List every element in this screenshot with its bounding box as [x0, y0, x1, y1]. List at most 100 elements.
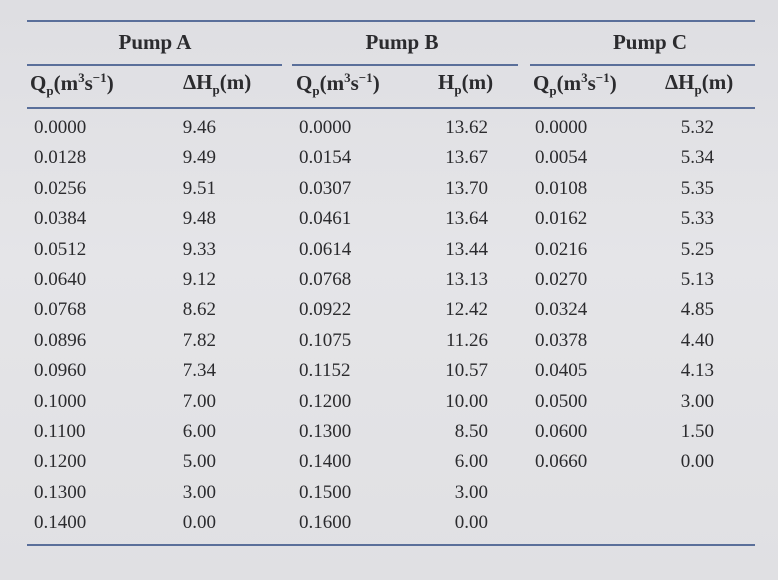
table-cell-c-flow	[535, 508, 625, 538]
group-rule-pump-c	[530, 64, 755, 66]
table-cell-c-head: 4.85	[680, 299, 714, 321]
col-header-c-flow: Qp(m3s−1)	[533, 70, 617, 99]
table-cell-b-head: 10.00	[445, 390, 488, 412]
table-cell-b-head: 3.00	[454, 481, 488, 503]
table-cell-b-head: 0.00	[454, 512, 488, 534]
table-cell-c-head	[640, 478, 714, 508]
table-cell-c-head	[640, 508, 714, 538]
table-cell-b-flow: 0.1500	[299, 481, 352, 503]
table-cell-b-flow: 0.0000	[299, 117, 352, 138]
group-title-pump-a: Pump A	[118, 30, 192, 54]
table-cell-b-head: 10.57	[445, 360, 488, 382]
col-header-b-flow: Qp(m3s−1)	[296, 70, 380, 99]
table-cell-c-flow: 0.0216	[535, 238, 588, 260]
table-cell-c-flow: 0.0660	[535, 451, 588, 473]
table-cell-a-head: 9.51	[182, 177, 216, 199]
table-cell-c-flow: 0.0600	[535, 421, 588, 442]
table-cell-a-head: 9.46	[182, 117, 216, 138]
table-cell-b-head: 11.26	[445, 329, 488, 351]
table-cell-a-flow: 0.1200	[34, 451, 87, 473]
col-header-a-flow: Qp(m3s−1)	[30, 70, 114, 99]
table-cell-b-head: 13.67	[445, 147, 488, 169]
group-title-pump-b: Pump B	[365, 30, 439, 54]
table-cell-c-flow: 0.0108	[535, 177, 588, 199]
table-cell-a-flow: 0.0128	[34, 147, 87, 169]
col-header-c-head: ΔHp(m)	[665, 70, 734, 98]
table-cell-a-head: 9.49	[182, 147, 216, 169]
table-cell-b-head: 13.13	[445, 269, 488, 290]
table-cell-a-flow: 0.0768	[34, 299, 87, 321]
table-cell-a-head: 5.00	[182, 451, 216, 473]
table-cell-c-flow: 0.0054	[535, 147, 588, 169]
table-cell-b-head: 13.70	[445, 177, 488, 199]
table-cell-b-flow: 0.1075	[299, 329, 352, 351]
table-cell-c-flow: 0.0500	[535, 390, 588, 412]
table-cell-b-flow: 0.1300	[299, 421, 352, 442]
table-cell-a-head: 3.00	[182, 481, 216, 503]
table-cell-a-head: 9.33	[182, 238, 216, 260]
table-cell-c-head: 3.00	[680, 390, 714, 412]
table-cell-b-flow: 0.0614	[299, 238, 352, 260]
table-cell-c-flow: 0.0405	[535, 360, 588, 382]
table-cell-c-flow: 0.0162	[535, 208, 588, 230]
table-cell-c-head: 5.35	[680, 177, 714, 199]
table-cell-a-flow: 0.1400	[34, 512, 87, 534]
table-cell-a-flow: 0.0256	[34, 177, 87, 199]
header-bottom-rule	[27, 107, 755, 109]
group-title-pump-c: Pump C	[612, 30, 688, 54]
table-top-rule	[27, 20, 755, 22]
table-cell-a-head: 0.00	[182, 512, 216, 534]
table-cell-b-flow: 0.1400	[299, 451, 352, 473]
table-cell-c-head: 5.13	[680, 269, 714, 290]
table-cell-b-flow: 0.0154	[299, 147, 352, 169]
table-cell-c-head: 5.32	[680, 117, 714, 138]
table-cell-a-head: 7.34	[182, 360, 216, 382]
table-cell-a-flow: 0.0384	[34, 208, 87, 230]
table-cell-b-flow: 0.1200	[299, 390, 352, 412]
table-cell-a-head: 8.62	[182, 299, 216, 321]
table-cell-a-flow: 0.0640	[34, 269, 87, 290]
group-rule-pump-b	[292, 64, 518, 66]
table-cell-b-flow: 0.1152	[299, 360, 351, 382]
table-cell-b-head: 13.64	[445, 208, 488, 230]
table-cell-b-flow: 0.1600	[299, 512, 352, 534]
table-cell-c-head: 4.40	[680, 329, 714, 351]
table-cell-c-head: 1.50	[680, 421, 714, 442]
table-cell-c-flow: 0.0378	[535, 329, 588, 351]
table-cell-a-head: 7.00	[182, 390, 216, 412]
table-cell-b-flow: 0.0922	[299, 299, 352, 321]
table-cell-a-head: 9.12	[182, 269, 216, 290]
table-cell-c-flow: 0.0000	[535, 117, 588, 138]
table-cell-c-head: 5.25	[680, 238, 714, 260]
table-cell-c-head: 5.33	[680, 208, 714, 230]
col-header-a-head: ΔHp(m)	[183, 70, 252, 98]
table-cell-b-head: 13.44	[445, 238, 488, 260]
table-cell-c-head: 5.34	[680, 147, 714, 169]
table-cell-c-head: 0.00	[680, 451, 714, 473]
group-rule-pump-a	[27, 64, 282, 66]
col-header-b-head: Hp(m)	[438, 70, 494, 98]
table-cell-b-head: 8.50	[454, 421, 488, 442]
table-bottom-rule	[27, 544, 755, 546]
table-cell-c-flow: 0.0324	[535, 299, 588, 321]
table-cell-c-head: 4.13	[680, 360, 714, 382]
table-cell-b-head: 6.00	[454, 451, 488, 473]
table-cell-a-flow: 0.0896	[34, 329, 87, 351]
table-cell-a-head: 6.00	[182, 421, 216, 442]
table-cell-a-flow: 0.0512	[34, 238, 87, 260]
table-cell-b-flow: 0.0768	[299, 269, 352, 290]
table-cell-c-flow: 0.0270	[535, 269, 588, 290]
table-cell-a-flow: 0.0960	[34, 360, 87, 382]
table-cell-b-flow: 0.0461	[299, 208, 352, 230]
table-cell-b-head: 12.42	[445, 299, 488, 321]
table-cell-b-head: 13.62	[445, 117, 488, 138]
table-cell-a-head: 7.82	[182, 329, 216, 351]
table-cell-c-flow	[535, 478, 625, 508]
table-cell-a-flow: 0.1300	[34, 481, 87, 503]
table-cell-a-flow: 0.1100	[34, 421, 86, 442]
table-cell-a-flow: 0.1000	[34, 390, 87, 412]
table-cell-a-flow: 0.0000	[34, 117, 87, 138]
table-cell-a-head: 9.48	[182, 208, 216, 230]
table-cell-b-flow: 0.0307	[299, 177, 352, 199]
